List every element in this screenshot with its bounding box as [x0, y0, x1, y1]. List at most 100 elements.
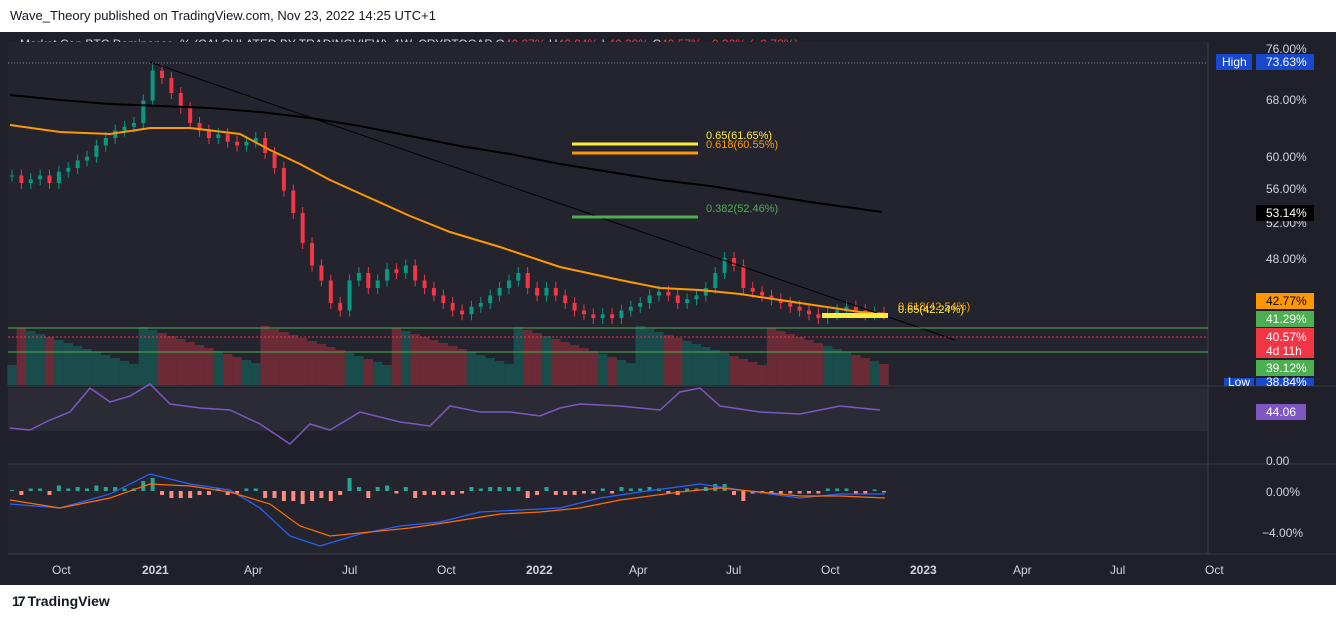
macd-histogram-bar — [516, 487, 521, 491]
macd-histogram-bar — [731, 491, 736, 495]
volume-bar — [476, 355, 486, 385]
volume-bar — [682, 341, 692, 385]
macd-histogram-bar — [535, 491, 540, 495]
footer: 17 TradingView — [0, 586, 1336, 618]
macd-histogram-bar — [122, 488, 127, 491]
candle-body — [85, 156, 90, 161]
fib-lower-0618-label: 0.618(42.54%) — [898, 301, 970, 313]
fib-lower-065-label: 0.65(42.24%) — [898, 304, 964, 316]
candle-body — [844, 306, 849, 311]
price-pane[interactable] — [8, 42, 1208, 387]
candle-body — [741, 265, 746, 288]
volume-bar — [232, 357, 242, 385]
macd-histogram-bar — [563, 491, 568, 495]
macd-histogram-bar — [28, 488, 33, 491]
macd-pane[interactable] — [8, 464, 1208, 554]
macd-histogram-bar — [385, 485, 390, 491]
candle-body — [685, 299, 690, 303]
volume-bar — [532, 333, 542, 385]
time-tick-5: 2022 — [526, 563, 553, 577]
macd-histogram-bar — [844, 488, 849, 491]
candle-body — [516, 273, 521, 281]
macd-histogram-bar — [160, 491, 165, 495]
volume-bar — [335, 350, 345, 385]
candle-body — [731, 258, 736, 266]
macd-histogram-bar — [628, 488, 633, 491]
low-tag-label: Low — [1228, 375, 1250, 389]
candle-body — [450, 303, 455, 311]
candle-body — [591, 314, 596, 318]
price-chart-svg[interactable]: 0.65(61.65%) 0.618(60.55%) 0.382(52.46%)… — [0, 32, 1336, 585]
volume-bar — [757, 365, 767, 385]
macd-histogram-bar — [85, 488, 90, 491]
time-tick-7: Jul — [726, 563, 741, 577]
volume-bar — [251, 363, 261, 385]
time-tick-3: Jul — [342, 563, 357, 577]
signal-line — [9, 483, 886, 537]
macd-histogram-bar — [863, 491, 868, 494]
volume-bar — [410, 334, 420, 385]
macd-histogram-bar — [675, 491, 680, 495]
candle-body — [244, 141, 249, 146]
macd-histogram-bar — [497, 487, 502, 491]
candle-body — [272, 153, 277, 168]
macd-histogram-bar — [581, 491, 586, 494]
macd-histogram-bar — [600, 488, 605, 491]
candle-body — [47, 175, 52, 183]
candle-body — [38, 175, 43, 180]
time-tick-1: 2021 — [142, 563, 169, 577]
macd-histogram-bar — [394, 491, 399, 494]
fib-0618-label: 0.618(60.55%) — [706, 139, 778, 151]
candle-body — [497, 288, 502, 296]
time-tick-8: Oct — [821, 563, 840, 577]
macd-histogram-bar — [469, 487, 474, 491]
macd-histogram-bar — [778, 491, 783, 494]
volume-bar — [579, 348, 589, 385]
price-tick-60: 60.00% — [1266, 150, 1307, 164]
candle-body — [291, 190, 296, 213]
volume-bar — [804, 340, 814, 385]
candle-body — [835, 310, 840, 315]
candle-body — [506, 280, 511, 288]
price-tick-76: 76.00% — [1266, 42, 1307, 56]
volume-bar — [794, 337, 805, 385]
volume-bar — [297, 338, 308, 385]
volume-bar — [7, 365, 17, 385]
macd-histogram-bar — [460, 491, 465, 494]
candle-body — [263, 138, 268, 153]
macd-histogram-bar — [244, 488, 249, 491]
candle-body — [488, 295, 493, 303]
candle-body — [150, 70, 155, 101]
volume-bar — [363, 359, 373, 385]
macd-line — [9, 473, 885, 547]
volume-bar — [813, 343, 824, 385]
tradingview-brand[interactable]: 17 TradingView — [12, 593, 110, 609]
candle-body — [281, 168, 286, 191]
macd-histogram-bar — [225, 491, 230, 495]
rsi-pane[interactable] — [8, 388, 1208, 431]
volume-bar — [194, 345, 205, 385]
price-tick-56: 56.00% — [1266, 182, 1307, 196]
volume-bar — [616, 360, 627, 385]
tradingview-logo-icon: 17 — [12, 593, 26, 609]
time-tick-0: Oct — [52, 563, 71, 577]
volume-bar — [673, 338, 683, 385]
ma-short-tag: 42.77% — [1266, 294, 1307, 308]
volume-bar — [485, 358, 495, 385]
volume-bar — [513, 327, 524, 385]
candle-body — [188, 108, 193, 123]
volume-bar — [326, 347, 336, 385]
rsi-tick-0: 0.00 — [1266, 454, 1290, 468]
level-upper-tag: 41.29% — [1266, 312, 1307, 326]
macd-histogram-bar — [281, 491, 286, 501]
volume-bar — [841, 352, 852, 385]
macd-histogram-bar — [872, 489, 877, 491]
candle-body — [19, 175, 24, 183]
candle-body — [160, 70, 165, 78]
macd-histogram-bar — [422, 491, 427, 495]
candle-body — [356, 273, 361, 281]
volume-bar — [663, 335, 674, 385]
volume-bar — [607, 357, 617, 385]
macd-histogram-bar — [319, 491, 324, 498]
volume-bar — [626, 363, 636, 385]
